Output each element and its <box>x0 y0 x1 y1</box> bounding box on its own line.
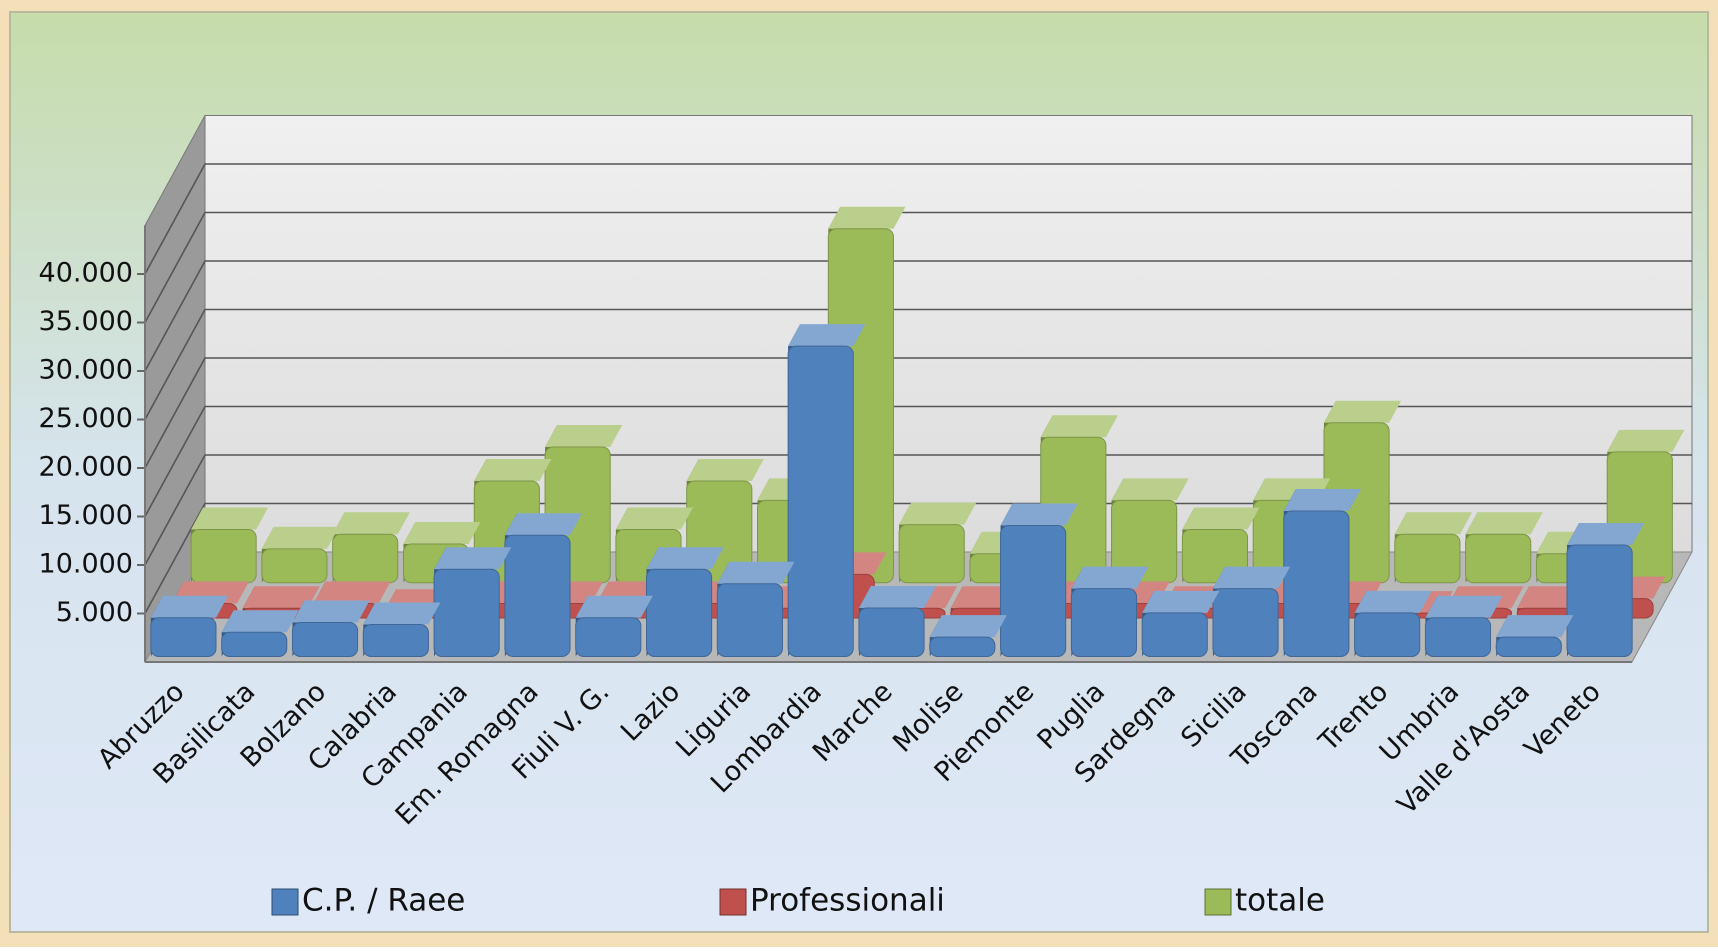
legend-swatch <box>271 888 299 916</box>
y-tick-label: 35.000 <box>39 306 133 337</box>
bar <box>261 526 339 584</box>
bar <box>645 547 724 658</box>
bar <box>716 561 795 657</box>
bar <box>929 615 1007 657</box>
bar <box>504 513 583 657</box>
legend-label: totale <box>1235 883 1325 919</box>
grid-line <box>144 357 1692 469</box>
bar <box>1394 512 1472 584</box>
bar <box>575 595 653 658</box>
legend-swatch <box>719 888 747 916</box>
grid-line <box>144 502 1692 614</box>
y-tick-label: 25.000 <box>39 403 133 434</box>
grid-line <box>144 260 1692 372</box>
bar <box>1070 566 1149 657</box>
bar <box>1000 503 1078 657</box>
legend-label: Professionali <box>750 883 945 919</box>
bar <box>1141 590 1220 657</box>
bar <box>190 507 269 584</box>
bar <box>332 512 410 584</box>
grid-line <box>144 454 1692 566</box>
bar <box>1111 478 1189 584</box>
y-tick-label: 15.000 <box>39 500 133 531</box>
bar <box>150 595 228 658</box>
bar <box>1283 489 1361 657</box>
y-tick-label: 5.000 <box>56 597 133 628</box>
bar <box>1566 522 1645 658</box>
bar <box>362 602 441 657</box>
bar <box>1212 566 1291 657</box>
bar <box>221 610 299 657</box>
bar <box>898 502 977 584</box>
bar <box>1465 512 1543 584</box>
bar <box>1495 615 1574 657</box>
legend-swatch <box>1204 888 1232 916</box>
y-tick-label: 10.000 <box>39 549 133 580</box>
y-tick-label: 20.000 <box>39 452 133 483</box>
y-tick-label: 40.000 <box>39 258 133 289</box>
grid-line <box>144 163 1692 275</box>
grid-line <box>144 405 1692 517</box>
bar <box>433 547 512 658</box>
bar <box>291 600 370 657</box>
bar <box>858 586 937 657</box>
bar <box>787 324 866 657</box>
bar <box>1354 590 1432 657</box>
back-wall <box>204 115 1693 553</box>
grid-line <box>144 308 1692 420</box>
bar <box>1424 595 1503 658</box>
grid-line <box>144 211 1692 323</box>
legend-label: C.P. / Raee <box>302 883 465 919</box>
y-tick-label: 30.000 <box>39 355 133 386</box>
